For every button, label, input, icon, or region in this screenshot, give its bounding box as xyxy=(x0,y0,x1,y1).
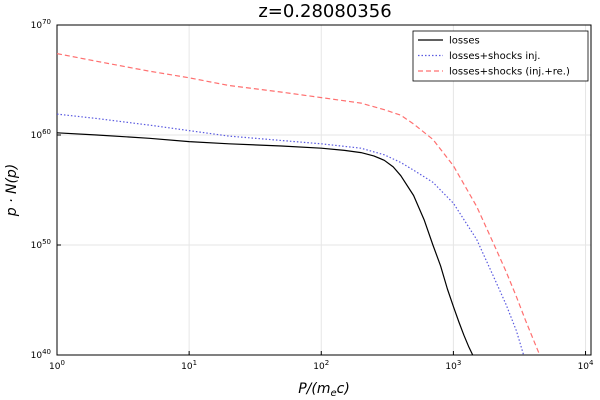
legend-box xyxy=(412,30,589,82)
series xyxy=(56,53,541,356)
plot-frame xyxy=(56,24,592,356)
y-tick-label: 1060 xyxy=(31,128,51,141)
y-axis-label: p · N(p) xyxy=(4,164,20,218)
x-tick-label: 101 xyxy=(181,359,197,372)
series-line-2 xyxy=(56,113,525,356)
legend-label-2: losses+shocks inj. xyxy=(449,51,540,62)
x-tick-label: 104 xyxy=(578,359,594,372)
series-line-1 xyxy=(56,132,474,356)
x-tick-label: 103 xyxy=(445,359,461,372)
x-label-c: c) xyxy=(337,381,350,397)
legend-label-1: losses xyxy=(449,36,480,47)
legend-label-3: losses+shocks (inj.+re.) xyxy=(449,67,570,78)
y-tick-label: 1040 xyxy=(31,348,51,361)
x-tick-label: 100 xyxy=(49,359,65,372)
x-label-p: P/(m xyxy=(298,381,330,397)
x-label-e: e xyxy=(330,388,336,399)
y-tick-label: 1070 xyxy=(31,18,51,31)
chart-title: z=0.28080356 xyxy=(258,1,391,22)
legend: losses losses+shocks inj. losses+shocks (i… xyxy=(412,30,589,82)
x-tick-label: 102 xyxy=(313,359,329,372)
series-line-3 xyxy=(56,53,541,356)
ticks: 100 101 102 103 104 1040 1050 1060 1070 xyxy=(31,18,594,372)
x-axis-label: P/(mec) xyxy=(298,381,350,399)
y-tick-label: 1050 xyxy=(31,238,51,251)
